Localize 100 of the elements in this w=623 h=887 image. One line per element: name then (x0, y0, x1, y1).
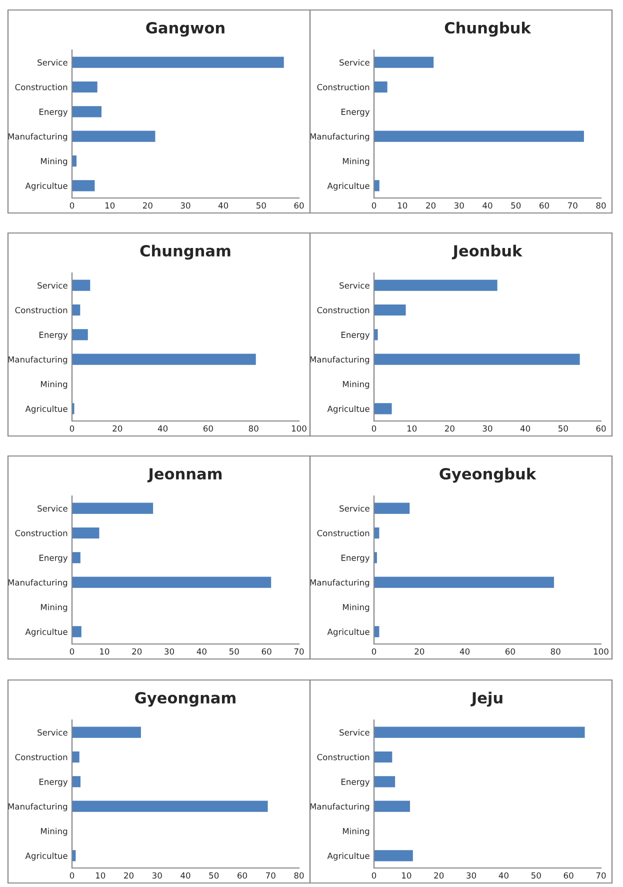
y-tick-label: Manufacturing (310, 133, 370, 142)
chart-title: Gyeongbuk (440, 468, 536, 483)
y-tick-label: Service (340, 59, 370, 66)
y-tick-label: Mining (342, 604, 370, 612)
bar (72, 280, 90, 291)
bar (374, 776, 396, 788)
x-tick-label: 50 (209, 872, 219, 879)
bar (72, 576, 272, 588)
x-tick-label: 30 (482, 425, 492, 432)
bar (72, 751, 80, 763)
bar (374, 850, 413, 862)
x-tick-label: 30 (180, 202, 190, 209)
y-tick-label: Construction (317, 306, 370, 314)
x-tick-label: 20 (434, 872, 444, 879)
y-tick-label: Service (340, 505, 370, 512)
bar (72, 726, 141, 738)
bar (374, 726, 585, 738)
y-tick-label: Mining (40, 828, 68, 836)
x-tick-label: 50 (531, 872, 541, 879)
y-tick-label: Construction (15, 530, 68, 536)
chart-title: Chungbuk (444, 22, 532, 37)
y-tick-label: Mining (342, 828, 370, 836)
x-tick-label: 30 (454, 202, 464, 209)
x-tick-label: 0 (70, 648, 74, 655)
x-tick-label: 0 (372, 648, 376, 655)
x-tick-label: 60 (203, 425, 213, 432)
x-tick-label: 60 (505, 648, 515, 655)
x-tick-label: 70 (266, 872, 276, 879)
y-tick-label: Energy (341, 332, 370, 340)
x-tick-label: 60 (238, 872, 247, 879)
y-tick-label: Agricultue (327, 182, 370, 191)
x-tick-label: 40 (180, 872, 190, 879)
x-tick-label: 70 (596, 872, 606, 879)
x-tick-label: 10 (398, 202, 408, 209)
bar (72, 130, 156, 142)
x-tick-label: 20 (112, 425, 122, 432)
bar (72, 56, 284, 68)
bar (374, 81, 388, 93)
bar (374, 56, 434, 68)
y-tick-label: Mining (342, 380, 370, 389)
bar (72, 106, 102, 118)
x-tick-label: 10 (96, 872, 106, 879)
y-tick-label: Construction (317, 84, 370, 90)
bar (374, 403, 392, 414)
y-tick-label: Agricultue (327, 852, 370, 861)
y-tick-label: Construction (15, 306, 68, 314)
y-tick-label: Agricultue (25, 182, 68, 191)
bar (374, 130, 584, 142)
y-tick-label: Manufacturing (310, 579, 370, 588)
x-tick-label: 40 (460, 648, 470, 655)
bar (72, 626, 82, 638)
y-tick-label: Energy (341, 554, 370, 563)
x-tick-label: 0 (70, 872, 74, 879)
x-tick-label: 10 (407, 425, 417, 432)
y-tick-label: Mining (40, 380, 68, 389)
x-tick-label: 20 (444, 425, 454, 432)
y-tick-label: Energy (341, 108, 370, 117)
bar (72, 329, 88, 340)
x-tick-label: 0 (70, 425, 74, 432)
bar (72, 81, 98, 93)
x-tick-label: 60 (540, 202, 549, 209)
x-tick-label: 80 (248, 425, 258, 432)
y-tick-label: Manufacturing (310, 803, 370, 812)
bar (72, 354, 256, 365)
y-tick-label: Manufacturing (8, 133, 68, 142)
bar (72, 527, 100, 539)
y-tick-label: Service (38, 505, 68, 512)
chart-title: Jeonnam (147, 468, 222, 482)
bar (72, 776, 81, 788)
y-tick-label: Mining (40, 158, 68, 166)
bar (374, 180, 380, 192)
y-tick-label: Energy (39, 332, 68, 340)
y-tick-label: Agricultue (25, 628, 68, 637)
y-tick-label: Service (38, 729, 68, 736)
y-tick-label: Agricultue (327, 406, 370, 414)
y-tick-label: Service (38, 282, 68, 289)
y-tick-label: Construction (317, 754, 370, 760)
x-tick-label: 40 (218, 202, 228, 209)
x-tick-label: 0 (372, 872, 376, 879)
bar (374, 502, 410, 514)
x-tick-label: 30 (152, 872, 162, 879)
x-tick-label: 0 (372, 202, 376, 209)
bar (374, 576, 554, 588)
chart-title: Gangwon (146, 22, 224, 37)
x-tick-label: 80 (596, 202, 606, 209)
y-tick-label: Energy (39, 554, 68, 563)
bar (374, 280, 498, 291)
x-tick-label: 50 (229, 648, 239, 655)
x-tick-label: 40 (482, 202, 492, 209)
bar (374, 304, 406, 316)
bar (72, 502, 154, 514)
bar (374, 354, 580, 365)
x-tick-label: 20 (142, 202, 152, 209)
y-tick-label: Agricultue (25, 406, 68, 414)
x-tick-label: 0 (372, 425, 376, 432)
chart-title: Jeonbuk (452, 244, 522, 260)
x-tick-label: 0 (70, 202, 74, 209)
y-tick-label: Mining (342, 158, 370, 166)
x-tick-label: 60 (294, 202, 304, 209)
x-tick-label: 40 (158, 425, 168, 432)
